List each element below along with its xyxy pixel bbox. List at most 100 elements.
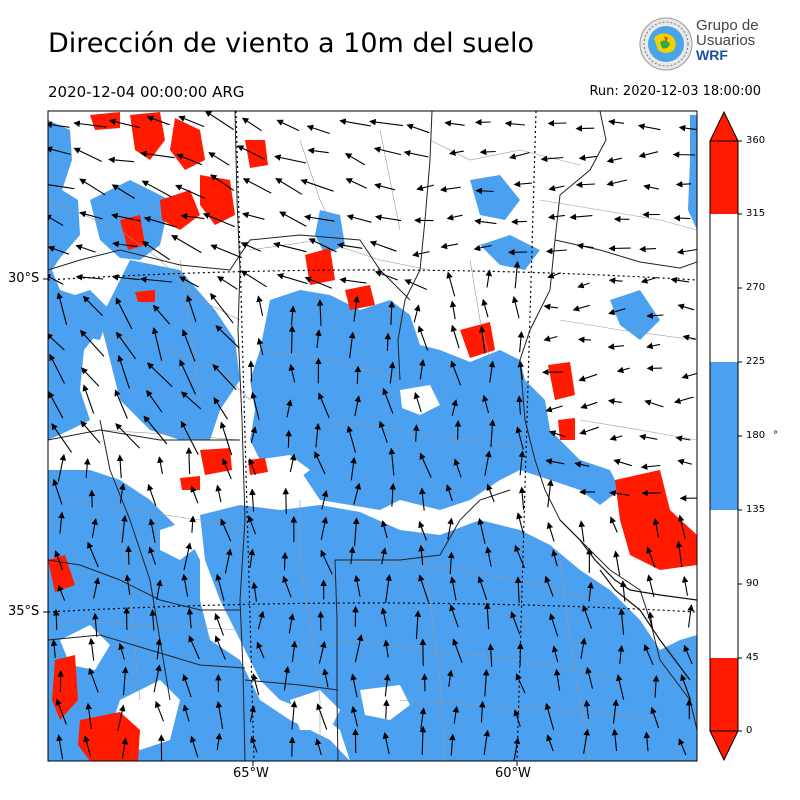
wind-arrow (276, 119, 300, 132)
wind-arrow (88, 667, 99, 693)
wind-arrow (348, 331, 356, 359)
wind-arrow (383, 673, 391, 697)
wind-arrow (48, 245, 70, 255)
wind-arrow (215, 732, 223, 751)
wind-arrow (646, 342, 661, 350)
wind-arrow (139, 276, 172, 283)
wind-arrow (73, 147, 103, 162)
wind-arrow (251, 581, 258, 602)
wind-arrow (515, 673, 526, 694)
wind-arrow (612, 699, 619, 724)
wind-arrow (449, 576, 457, 601)
colorbar-tick-label: 0 (746, 725, 753, 736)
wind-arrow (478, 700, 486, 723)
wind-arrow (609, 516, 618, 533)
wind-arrow (121, 514, 128, 543)
wind-arrow (50, 639, 58, 658)
wind-arrow (339, 276, 367, 284)
wind-arrow (546, 479, 554, 508)
wind-arrow (286, 399, 293, 418)
wind-arrow (124, 574, 131, 595)
wind-arrow (547, 272, 562, 279)
wind-arrow (486, 483, 495, 503)
wind-arrow (513, 737, 521, 761)
wind-arrow (336, 242, 363, 249)
wind-arrow (511, 296, 520, 319)
colorbar-tick-label: 360 (746, 135, 766, 146)
wind-arrow (115, 423, 141, 449)
wind-arrow (216, 276, 238, 290)
wind-arrow (240, 270, 267, 288)
wind-arrow (639, 433, 658, 441)
wind-arrow (548, 184, 565, 192)
wind-arrow (214, 635, 226, 660)
wind-arrow (489, 419, 496, 448)
lon-label-60w: 60°W (495, 766, 531, 781)
wind-arrow (673, 214, 691, 222)
wind-arrow (222, 457, 232, 480)
wind-arrow (308, 238, 337, 253)
wind-arrow (282, 487, 290, 515)
wind-arrow (515, 426, 524, 450)
wind-arrow (111, 184, 135, 199)
wind-arrow (213, 397, 228, 420)
wind-arrow (219, 421, 233, 456)
wind-arrow (673, 396, 694, 404)
logo-line3: WRF (696, 47, 728, 63)
wind-arrow (647, 611, 655, 629)
wind-arrow (176, 153, 203, 166)
wind-arrow (321, 490, 329, 510)
wind-arrow (484, 450, 492, 476)
wind-arrow (224, 548, 233, 574)
wind-arrow (583, 699, 591, 719)
department-boundaries (48, 129, 697, 761)
wind-arrow (611, 728, 619, 752)
wind-arrow (482, 668, 490, 697)
wind-arrow (617, 645, 625, 664)
wind-arrow (154, 700, 165, 722)
wind-arrow (404, 279, 428, 291)
wind-arrow (577, 282, 590, 289)
wind-arrow (52, 608, 60, 630)
wind-arrow (48, 274, 64, 285)
wind-arrow (574, 461, 590, 468)
wind-arrow (315, 738, 322, 756)
wind-arrow (215, 573, 225, 601)
wind-arrow (373, 146, 402, 156)
wind-arrow (288, 325, 296, 354)
wind-arrow (180, 391, 202, 410)
wind-arrow (446, 214, 463, 221)
wind-arrow (354, 365, 362, 385)
wind-arrow (382, 387, 394, 414)
wind-arrow (242, 178, 272, 194)
map-frame (47, 110, 698, 762)
wind-arrow (670, 276, 690, 284)
wind-arrow (82, 295, 103, 317)
wind-arrow (446, 271, 456, 297)
wind-arrow (282, 575, 292, 598)
wind-arrow (322, 668, 329, 688)
wind-arrow (149, 609, 157, 631)
wind-arrow (241, 211, 265, 220)
wind-arrow (616, 366, 630, 374)
wind-arrow (352, 517, 360, 547)
wind-arrow (248, 548, 256, 568)
wind-arrow (276, 273, 308, 285)
wind-arrow (181, 329, 196, 362)
wind-arrow (576, 242, 594, 250)
wind-arrow (450, 360, 462, 386)
wind-arrow (241, 117, 262, 132)
wind-arrow (57, 453, 67, 483)
lat-label-35s: 35°S (8, 604, 40, 619)
wind-arrow (48, 391, 64, 419)
wind-arrow (115, 331, 137, 360)
wind-arrow (518, 486, 526, 510)
wind-arrow (672, 151, 696, 158)
wind-arrow (419, 487, 426, 511)
colorbar-tick-label: 225 (746, 356, 766, 367)
wind-arrow (682, 334, 696, 341)
wind-arrow (540, 155, 564, 163)
wind-arrow (454, 420, 462, 440)
run-time: Run: 2020-12-03 18:00:00 (589, 84, 761, 99)
wind-arrow (83, 735, 92, 757)
